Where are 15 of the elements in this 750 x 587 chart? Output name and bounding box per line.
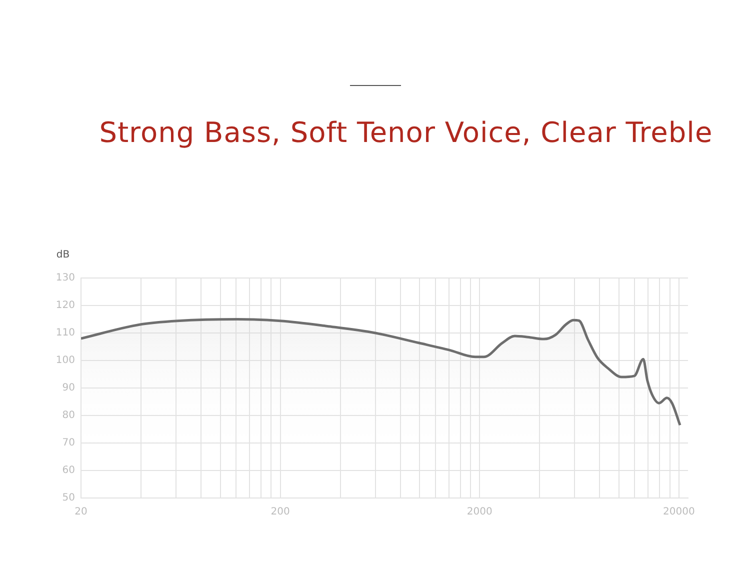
x-tick-label: 20 <box>74 506 88 518</box>
x-tick-label: 2000 <box>466 506 492 518</box>
y-tick-label: 90 <box>62 382 75 394</box>
y-tick-label: 60 <box>62 465 75 476</box>
x-tick-label: 200 <box>270 506 290 518</box>
y-tick-label: 110 <box>56 328 75 339</box>
y-axis-title: dB <box>56 250 70 261</box>
y-tick-label: 120 <box>56 300 75 312</box>
chart-title: Strong Bass, Soft Tenor Voice, Clear Treble <box>98 116 714 149</box>
y-tick-label: 70 <box>62 438 75 449</box>
y-tick-label: 50 <box>62 492 75 504</box>
y-tick-label: 80 <box>62 410 75 422</box>
y-tick-label: 100 <box>56 355 75 366</box>
x-tick-label: 20000 <box>663 506 695 518</box>
y-tick-label: 130 <box>56 272 75 284</box>
